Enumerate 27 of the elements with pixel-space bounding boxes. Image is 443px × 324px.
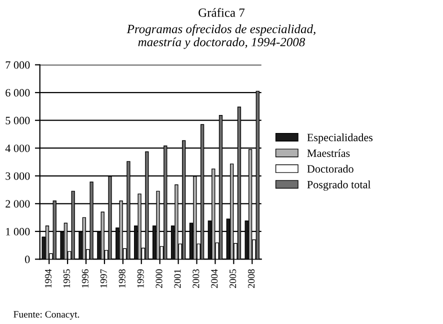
y-tick-label: 4 000	[5, 144, 30, 152]
y-tick-label: 7 000	[6, 61, 30, 69]
legend-label: Maestrías	[307, 149, 350, 157]
y-tick-label: 1 000	[6, 228, 30, 236]
y-tick-label: 3 000	[6, 172, 30, 180]
x-tick-label: 1995	[63, 269, 70, 288]
chart-subtitle: Programas ofrecidos de especialidad, maestría y doctorado, 1994-2008	[126, 24, 316, 49]
x-tick-label: 2008	[248, 269, 255, 288]
legend-label: Especialidades	[307, 133, 373, 144]
x-tick-label: 1997	[100, 269, 107, 288]
x-tick-label: 1996	[82, 269, 88, 288]
y-tick-label: 2 000	[6, 200, 30, 208]
legend-label: Posgrado total	[307, 180, 371, 191]
x-tick-label: 2001	[174, 270, 181, 288]
x-tick-label: 1999	[137, 269, 144, 288]
x-tick-label: 1994	[45, 269, 52, 288]
legend-label: Doctorado	[307, 164, 354, 173]
x-tick-label: 2000	[156, 269, 162, 288]
y-tick-label: 0	[25, 256, 30, 264]
chart-title: Gráfica 7	[198, 8, 245, 17]
x-tick-label: 2005	[230, 269, 236, 288]
x-tick-label: 2004	[211, 269, 218, 288]
y-tick-label: 5 000	[6, 116, 30, 124]
y-tick-label: 6 000	[6, 89, 30, 97]
source-note: Fuente: Conacyt.	[14, 311, 80, 320]
x-tick-label: 1998	[118, 269, 126, 288]
x-tick-label: 2003	[192, 269, 200, 288]
